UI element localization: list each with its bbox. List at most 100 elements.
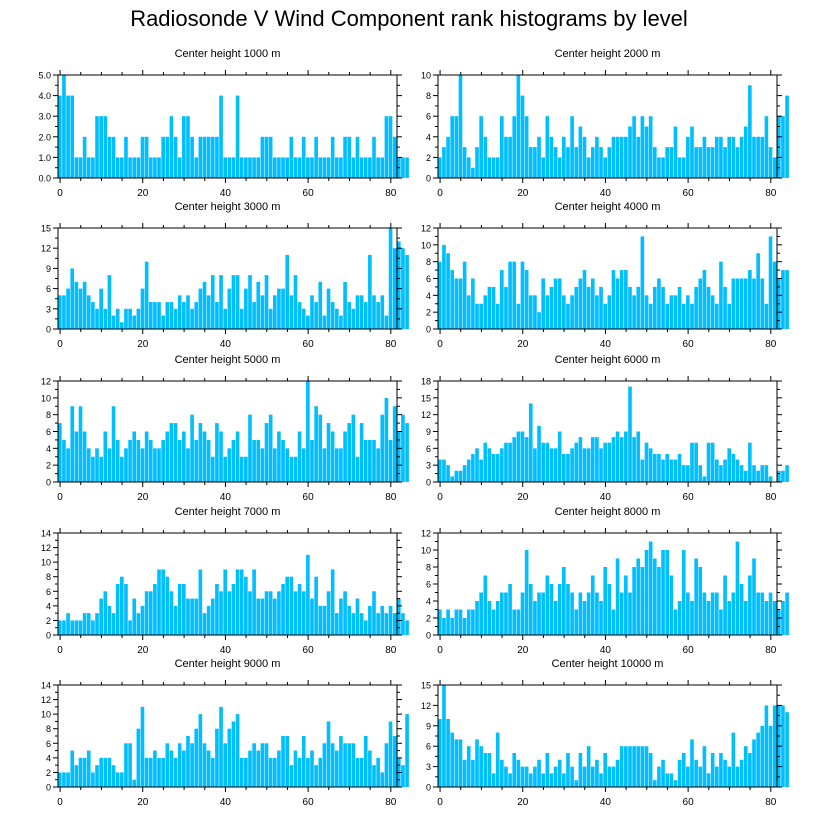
bar bbox=[256, 598, 261, 635]
bar bbox=[153, 302, 157, 329]
y-tick-label: 6 bbox=[426, 444, 431, 454]
bar bbox=[140, 605, 145, 635]
bar bbox=[289, 136, 294, 178]
bar bbox=[388, 439, 393, 482]
bar bbox=[785, 270, 789, 329]
bar bbox=[376, 302, 380, 329]
bar bbox=[144, 591, 149, 635]
bar bbox=[781, 116, 785, 178]
bar bbox=[388, 605, 393, 635]
bar bbox=[301, 308, 306, 329]
bar bbox=[132, 315, 137, 329]
bar bbox=[669, 295, 674, 329]
bar bbox=[442, 685, 446, 787]
bar bbox=[186, 448, 190, 482]
bar bbox=[512, 609, 517, 635]
bar bbox=[590, 437, 595, 482]
bar bbox=[442, 459, 446, 482]
bar bbox=[520, 261, 525, 329]
bar bbox=[161, 315, 165, 329]
bar bbox=[760, 592, 765, 635]
bar bbox=[351, 414, 356, 482]
bar bbox=[483, 442, 488, 482]
bar bbox=[136, 157, 141, 178]
bar bbox=[401, 157, 405, 178]
bar bbox=[500, 270, 504, 329]
bar bbox=[475, 147, 479, 178]
bar bbox=[206, 605, 211, 635]
y-tick-label: 2 bbox=[46, 768, 51, 778]
bar bbox=[330, 743, 335, 787]
bar bbox=[731, 278, 736, 329]
bar bbox=[636, 746, 641, 787]
bar bbox=[615, 759, 620, 787]
bar bbox=[128, 308, 132, 329]
bar bbox=[611, 270, 616, 329]
bar bbox=[628, 286, 632, 329]
bar bbox=[578, 753, 583, 787]
bar bbox=[405, 620, 409, 635]
bar bbox=[148, 439, 153, 482]
y-tick-label: 0 bbox=[46, 325, 51, 335]
bar bbox=[710, 442, 715, 482]
bar bbox=[384, 315, 389, 329]
y-tick-label: 8 bbox=[426, 257, 431, 267]
bar bbox=[210, 757, 215, 787]
bar bbox=[665, 773, 670, 787]
bar bbox=[301, 736, 306, 787]
bar bbox=[661, 286, 665, 329]
bar bbox=[148, 157, 153, 178]
bar bbox=[95, 116, 99, 178]
bar bbox=[624, 575, 628, 635]
y-tick-label: 3 bbox=[426, 461, 431, 471]
bar bbox=[74, 157, 79, 178]
bar bbox=[487, 157, 492, 178]
bar bbox=[210, 598, 215, 635]
bar bbox=[281, 157, 285, 178]
bar bbox=[710, 592, 715, 635]
bar bbox=[322, 605, 327, 635]
y-tick-label: 18 bbox=[421, 377, 431, 387]
bar bbox=[533, 766, 537, 787]
bar bbox=[169, 591, 174, 635]
bar bbox=[165, 136, 170, 178]
bar bbox=[215, 302, 219, 329]
bar bbox=[706, 773, 711, 787]
bar bbox=[628, 746, 632, 787]
bar bbox=[644, 295, 649, 329]
bar bbox=[524, 550, 529, 635]
x-tick-label: 20 bbox=[517, 188, 529, 199]
bar bbox=[652, 453, 657, 482]
bar bbox=[310, 157, 314, 178]
bar bbox=[686, 592, 690, 635]
bar bbox=[239, 308, 244, 329]
bar bbox=[458, 278, 463, 329]
bar bbox=[785, 712, 789, 787]
bar bbox=[120, 157, 124, 178]
bar bbox=[673, 295, 678, 329]
bar bbox=[562, 453, 566, 482]
bar bbox=[764, 601, 769, 635]
panel-title: Center height 8000 m bbox=[555, 506, 661, 518]
bar bbox=[566, 147, 570, 178]
bar bbox=[256, 750, 261, 787]
bar bbox=[520, 95, 525, 178]
bar bbox=[256, 439, 261, 482]
bar bbox=[206, 136, 211, 178]
bar bbox=[206, 750, 211, 787]
bar bbox=[268, 591, 273, 635]
bar bbox=[182, 431, 186, 482]
bar bbox=[363, 736, 368, 787]
bar bbox=[397, 598, 401, 635]
bar bbox=[628, 592, 632, 635]
x-tick-label: 20 bbox=[517, 645, 529, 656]
bar bbox=[442, 618, 446, 635]
bar bbox=[70, 406, 75, 482]
bar bbox=[293, 157, 298, 178]
bar bbox=[91, 456, 95, 482]
bar bbox=[128, 439, 132, 482]
bar bbox=[252, 439, 256, 482]
bar bbox=[661, 459, 665, 482]
bar bbox=[173, 136, 178, 178]
bar bbox=[293, 456, 298, 482]
